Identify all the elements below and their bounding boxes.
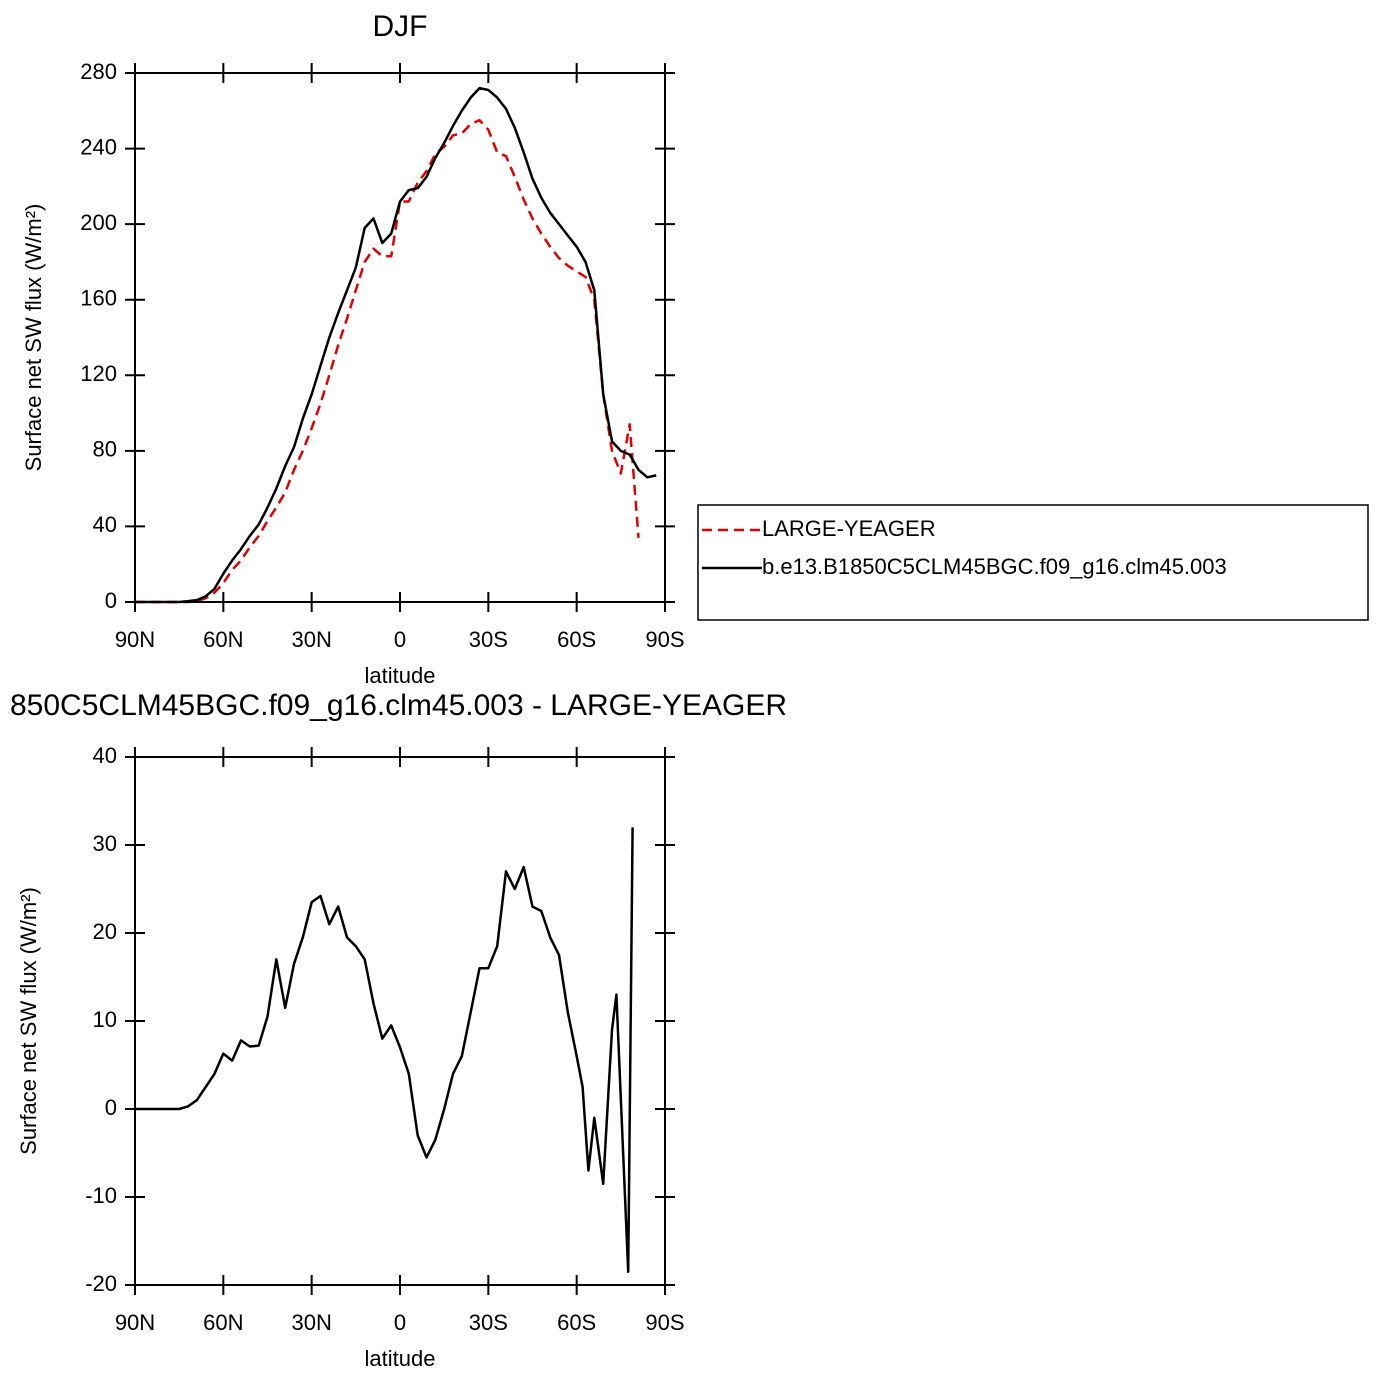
chart-title: DJF bbox=[373, 10, 428, 43]
y-tick-label: 200 bbox=[80, 210, 117, 235]
y-tick-label: -20 bbox=[85, 1271, 117, 1296]
legend-label: b.e13.B1850C5CLM45BGC.f09_g16.clm45.003 bbox=[762, 554, 1227, 579]
x-tick-label: 90N bbox=[115, 1310, 155, 1335]
x-tick-label: 30S bbox=[469, 627, 508, 652]
x-tick-label: 90N bbox=[115, 627, 155, 652]
x-tick-label: 0 bbox=[394, 627, 406, 652]
plot-frame bbox=[134, 72, 666, 603]
y-tick-label: -10 bbox=[85, 1183, 117, 1208]
y-tick-label: 0 bbox=[105, 588, 117, 613]
x-tick-label: 60N bbox=[203, 627, 243, 652]
y-tick-label: 80 bbox=[93, 437, 117, 462]
data-line bbox=[135, 118, 640, 604]
x-tick-label: 0 bbox=[394, 1310, 406, 1335]
y-tick-label: 280 bbox=[80, 59, 117, 84]
y-tick-label: 10 bbox=[93, 1007, 117, 1032]
y-tick-label: 120 bbox=[80, 361, 117, 386]
plot-frame bbox=[134, 756, 666, 1286]
data-line bbox=[135, 827, 634, 1274]
y-tick-label: 30 bbox=[93, 831, 117, 856]
y-tick-label: 240 bbox=[80, 134, 117, 159]
legend-label: LARGE-YEAGER bbox=[762, 516, 936, 541]
x-tick-label: 60N bbox=[203, 1310, 243, 1335]
x-tick-label: 30N bbox=[291, 1310, 331, 1335]
y-tick-label: 20 bbox=[93, 919, 117, 944]
y-tick-label: 0 bbox=[105, 1095, 117, 1120]
y-tick-label: 40 bbox=[93, 512, 117, 537]
y-tick-label: 160 bbox=[80, 286, 117, 311]
x-tick-label: 90S bbox=[645, 627, 684, 652]
x-tick-label: 90S bbox=[645, 1310, 684, 1335]
x-tick-label: 30S bbox=[469, 1310, 508, 1335]
y-tick-label: 40 bbox=[93, 743, 117, 768]
legend-box bbox=[697, 504, 1369, 621]
x-tick-label: 60S bbox=[557, 1310, 596, 1335]
x-axis-label: latitude bbox=[365, 1346, 436, 1371]
x-axis-label: latitude bbox=[365, 663, 436, 688]
data-line bbox=[135, 86, 657, 604]
chart-title: 850C5CLM45BGC.f09_g16.clm45.003 - LARGE-… bbox=[10, 689, 787, 722]
y-axis-label: Surface net SW flux (W/m²) bbox=[16, 887, 41, 1155]
y-axis-label: Surface net SW flux (W/m²) bbox=[21, 204, 46, 472]
x-tick-label: 60S bbox=[557, 627, 596, 652]
x-tick-label: 30N bbox=[291, 627, 331, 652]
